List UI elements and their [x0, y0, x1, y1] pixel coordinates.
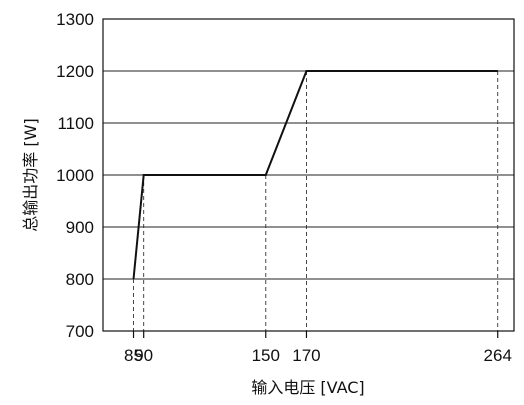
x-tick-label: 90	[134, 346, 153, 365]
y-tick-label: 700	[66, 322, 94, 341]
drop-lines	[133, 71, 499, 331]
y-tick-label: 1300	[56, 10, 94, 29]
y-tick-label: 1000	[56, 166, 94, 185]
x-tick-label: 85	[124, 346, 143, 365]
x-axis-title: 输入电压 [VAC]	[251, 378, 364, 397]
y-tick-label: 800	[66, 270, 94, 289]
plot-frame	[102, 18, 515, 332]
x-tick-label: 170	[292, 346, 320, 365]
y-tick-label: 900	[66, 218, 94, 237]
x-tick-marks	[132, 331, 499, 338]
y-tick-labels: 700 800 900 1000 1100 1200 1300	[56, 10, 94, 341]
y-axis-title: 总输出功率 [W]	[21, 118, 40, 231]
series-line	[132, 70, 498, 280]
series-polyline	[132, 70, 498, 280]
x-tick-label: 150	[252, 346, 280, 365]
x-tick-label: 264	[484, 346, 512, 365]
y-tick-label: 1200	[56, 62, 94, 81]
y-tick-label: 1100	[57, 114, 94, 133]
